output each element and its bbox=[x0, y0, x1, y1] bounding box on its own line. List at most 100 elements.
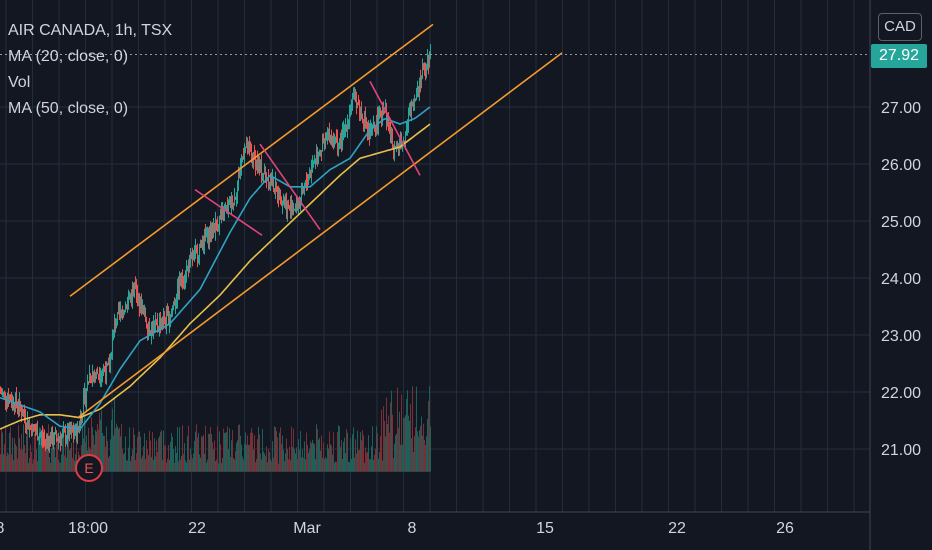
candle-body bbox=[363, 122, 364, 127]
volume-bar bbox=[187, 436, 188, 472]
candle-body bbox=[300, 201, 301, 208]
volume-bar bbox=[364, 462, 365, 472]
candle-body bbox=[173, 303, 174, 308]
volume-bar bbox=[311, 443, 312, 472]
volume-bar bbox=[373, 459, 374, 472]
volume-bar bbox=[376, 426, 377, 472]
candle-body bbox=[275, 181, 276, 192]
volume-bar bbox=[407, 390, 408, 472]
volume-bar bbox=[320, 450, 321, 472]
candle-body bbox=[350, 112, 351, 114]
volume-bar bbox=[301, 457, 302, 472]
volume-bar bbox=[368, 435, 369, 472]
volume-bar bbox=[426, 436, 427, 472]
candle-body bbox=[90, 374, 91, 380]
volume-bar bbox=[384, 420, 385, 472]
candle-body bbox=[92, 373, 93, 381]
volume-bar bbox=[204, 453, 205, 472]
candle-body bbox=[154, 323, 155, 325]
symbol-title[interactable]: AIR CANADA, 1h, TSX bbox=[8, 22, 173, 39]
currency-button[interactable]: CAD bbox=[878, 13, 922, 41]
candle-body bbox=[189, 259, 190, 273]
candle-body bbox=[316, 154, 317, 160]
volume-bar bbox=[317, 428, 318, 472]
volume-bar bbox=[333, 432, 334, 472]
candle-body bbox=[276, 181, 277, 188]
volume-bar bbox=[101, 410, 102, 472]
candle-body bbox=[327, 135, 328, 139]
volume-bar bbox=[315, 459, 316, 472]
candle-body bbox=[118, 309, 119, 313]
volume-bar bbox=[122, 448, 123, 472]
candle-body bbox=[391, 133, 392, 135]
candle-body bbox=[176, 298, 177, 302]
vol-legend[interactable]: Vol bbox=[8, 74, 31, 91]
trend-drawings[interactable] bbox=[69, 23, 563, 419]
volume-bar bbox=[134, 434, 135, 472]
volume-bar bbox=[406, 398, 407, 472]
volume-bar bbox=[260, 453, 261, 472]
candle-body bbox=[341, 136, 342, 147]
candle-body bbox=[182, 274, 183, 281]
candle-body bbox=[207, 229, 208, 236]
candle-body bbox=[379, 110, 380, 112]
candle-body bbox=[93, 373, 94, 375]
candle-body bbox=[234, 197, 235, 203]
volume-bar bbox=[70, 448, 71, 472]
volume-bar bbox=[409, 420, 410, 472]
volume-bar bbox=[51, 448, 52, 472]
candle-body bbox=[47, 437, 48, 440]
price-axis[interactable]: 27.00 26.00 25.00 24.00 23.00 22.00 21.00 bbox=[881, 100, 921, 459]
candle-body bbox=[139, 294, 140, 308]
candle-body bbox=[222, 211, 223, 213]
ma20-legend[interactable]: MA (20, close, 0) bbox=[8, 48, 129, 65]
candle-body bbox=[15, 395, 16, 408]
candle-body bbox=[59, 438, 60, 440]
earnings-marker[interactable]: E bbox=[75, 454, 103, 482]
volume-bar bbox=[393, 458, 394, 472]
candle-body bbox=[357, 104, 358, 108]
volume-bar bbox=[212, 442, 213, 472]
candle-body bbox=[259, 161, 260, 167]
volume-bar bbox=[424, 439, 425, 472]
price-tick-label: 25.00 bbox=[881, 214, 921, 231]
volume-bar bbox=[110, 439, 111, 472]
candle-body bbox=[179, 278, 180, 293]
time-axis[interactable]: 8 18:00 22 Mar 8 15 22 26 bbox=[0, 520, 794, 537]
volume-bar bbox=[323, 442, 324, 472]
candle-body bbox=[124, 311, 125, 314]
volume-bar bbox=[356, 453, 357, 472]
candle-body bbox=[171, 311, 172, 318]
candle-body bbox=[371, 126, 372, 129]
volume-bar bbox=[245, 432, 246, 472]
volume-bar bbox=[399, 411, 400, 472]
candle-body bbox=[186, 268, 187, 277]
volume-bar bbox=[42, 447, 43, 472]
volume-bar bbox=[427, 418, 428, 472]
volume-bar bbox=[63, 425, 64, 472]
candle-body bbox=[101, 374, 102, 378]
volume-bar bbox=[25, 453, 26, 472]
candle-body bbox=[159, 320, 160, 330]
candle-body bbox=[72, 429, 73, 432]
volume-bar bbox=[178, 461, 179, 472]
candle-body bbox=[233, 202, 234, 208]
candle-body bbox=[369, 129, 370, 137]
candle-body bbox=[255, 158, 256, 169]
ma50-legend[interactable]: MA (50, close, 0) bbox=[8, 100, 129, 117]
candle-body bbox=[25, 417, 26, 424]
volume-bar bbox=[314, 444, 315, 472]
candle-body bbox=[377, 115, 378, 128]
volume-bar bbox=[417, 431, 418, 472]
candle-body bbox=[335, 139, 336, 144]
volume-bar bbox=[27, 430, 28, 472]
candle-body bbox=[100, 377, 101, 379]
candle-body bbox=[23, 413, 24, 417]
candle-body bbox=[112, 339, 113, 357]
volume-bar bbox=[282, 435, 283, 472]
volume-bar bbox=[267, 462, 268, 472]
volume-bar bbox=[164, 445, 165, 472]
candle-body bbox=[417, 90, 418, 95]
volume-bar bbox=[398, 428, 399, 472]
